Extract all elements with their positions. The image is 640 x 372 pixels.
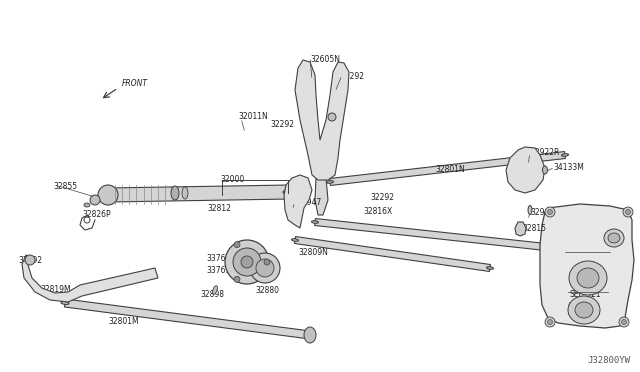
Polygon shape	[330, 151, 565, 186]
Text: 33761MA: 33761MA	[206, 266, 242, 275]
Ellipse shape	[171, 186, 179, 200]
Polygon shape	[515, 222, 526, 236]
Ellipse shape	[568, 296, 600, 324]
Polygon shape	[22, 255, 158, 302]
Ellipse shape	[61, 302, 69, 304]
Circle shape	[256, 259, 274, 277]
Ellipse shape	[182, 187, 188, 199]
Text: 32292: 32292	[340, 72, 364, 81]
Ellipse shape	[575, 302, 593, 318]
Text: 32292: 32292	[18, 256, 42, 265]
Text: 32815: 32815	[522, 224, 546, 233]
Text: 32801N: 32801N	[435, 165, 465, 174]
Circle shape	[328, 113, 336, 121]
Ellipse shape	[528, 205, 532, 215]
Text: 32922R: 32922R	[530, 148, 559, 157]
Text: 32816X: 32816X	[363, 207, 392, 216]
Text: 32292: 32292	[370, 193, 394, 202]
Ellipse shape	[304, 327, 316, 343]
Ellipse shape	[608, 233, 620, 243]
Text: 32880: 32880	[255, 286, 279, 295]
Circle shape	[547, 209, 552, 215]
Ellipse shape	[569, 261, 607, 295]
Text: 32011N: 32011N	[238, 112, 268, 121]
Polygon shape	[295, 60, 349, 180]
Circle shape	[545, 207, 555, 217]
Circle shape	[547, 320, 552, 324]
Circle shape	[625, 209, 630, 215]
Text: 32605N: 32605N	[310, 55, 340, 64]
Ellipse shape	[486, 267, 493, 269]
Ellipse shape	[212, 286, 218, 294]
Text: 34133M: 34133M	[553, 163, 584, 172]
Polygon shape	[315, 218, 556, 251]
Text: 33761M: 33761M	[206, 254, 237, 263]
Circle shape	[264, 259, 270, 265]
Circle shape	[234, 242, 240, 248]
Text: 32000: 32000	[220, 175, 244, 184]
Circle shape	[619, 317, 629, 327]
Circle shape	[250, 253, 280, 283]
Circle shape	[621, 320, 627, 324]
Text: 32809N: 32809N	[298, 248, 328, 257]
Ellipse shape	[604, 229, 624, 247]
Ellipse shape	[306, 334, 314, 337]
Text: 32812: 32812	[207, 204, 231, 213]
Text: 32801M: 32801M	[108, 317, 139, 326]
Circle shape	[234, 276, 240, 282]
Ellipse shape	[543, 166, 547, 174]
Circle shape	[90, 195, 100, 205]
Text: 32855: 32855	[53, 182, 77, 191]
Text: 32946: 32946	[530, 208, 554, 217]
Polygon shape	[284, 175, 312, 228]
Ellipse shape	[577, 268, 599, 288]
Polygon shape	[294, 237, 490, 272]
Ellipse shape	[101, 193, 115, 198]
Ellipse shape	[326, 181, 333, 183]
Text: FRONT: FRONT	[122, 78, 148, 87]
Text: 32947: 32947	[297, 198, 321, 207]
Ellipse shape	[84, 203, 90, 207]
Circle shape	[233, 248, 261, 276]
Ellipse shape	[312, 221, 319, 223]
Ellipse shape	[292, 239, 298, 241]
Circle shape	[98, 185, 118, 205]
Text: 32819M: 32819M	[40, 285, 70, 294]
Text: (32100): (32100)	[567, 302, 597, 311]
Circle shape	[241, 256, 253, 268]
Circle shape	[623, 207, 633, 217]
Ellipse shape	[552, 247, 559, 249]
Text: 32292: 32292	[270, 120, 294, 129]
Text: SEC.321: SEC.321	[570, 290, 602, 299]
Circle shape	[25, 255, 35, 265]
Polygon shape	[315, 178, 328, 215]
Circle shape	[545, 317, 555, 327]
Ellipse shape	[561, 154, 568, 156]
Polygon shape	[108, 185, 290, 202]
Text: 32826P: 32826P	[82, 210, 111, 219]
Polygon shape	[65, 299, 310, 339]
Text: J32800YW: J32800YW	[587, 356, 630, 365]
Polygon shape	[506, 147, 545, 193]
Ellipse shape	[283, 190, 297, 195]
Circle shape	[225, 240, 269, 284]
Polygon shape	[540, 204, 634, 328]
Text: 32898: 32898	[200, 290, 224, 299]
